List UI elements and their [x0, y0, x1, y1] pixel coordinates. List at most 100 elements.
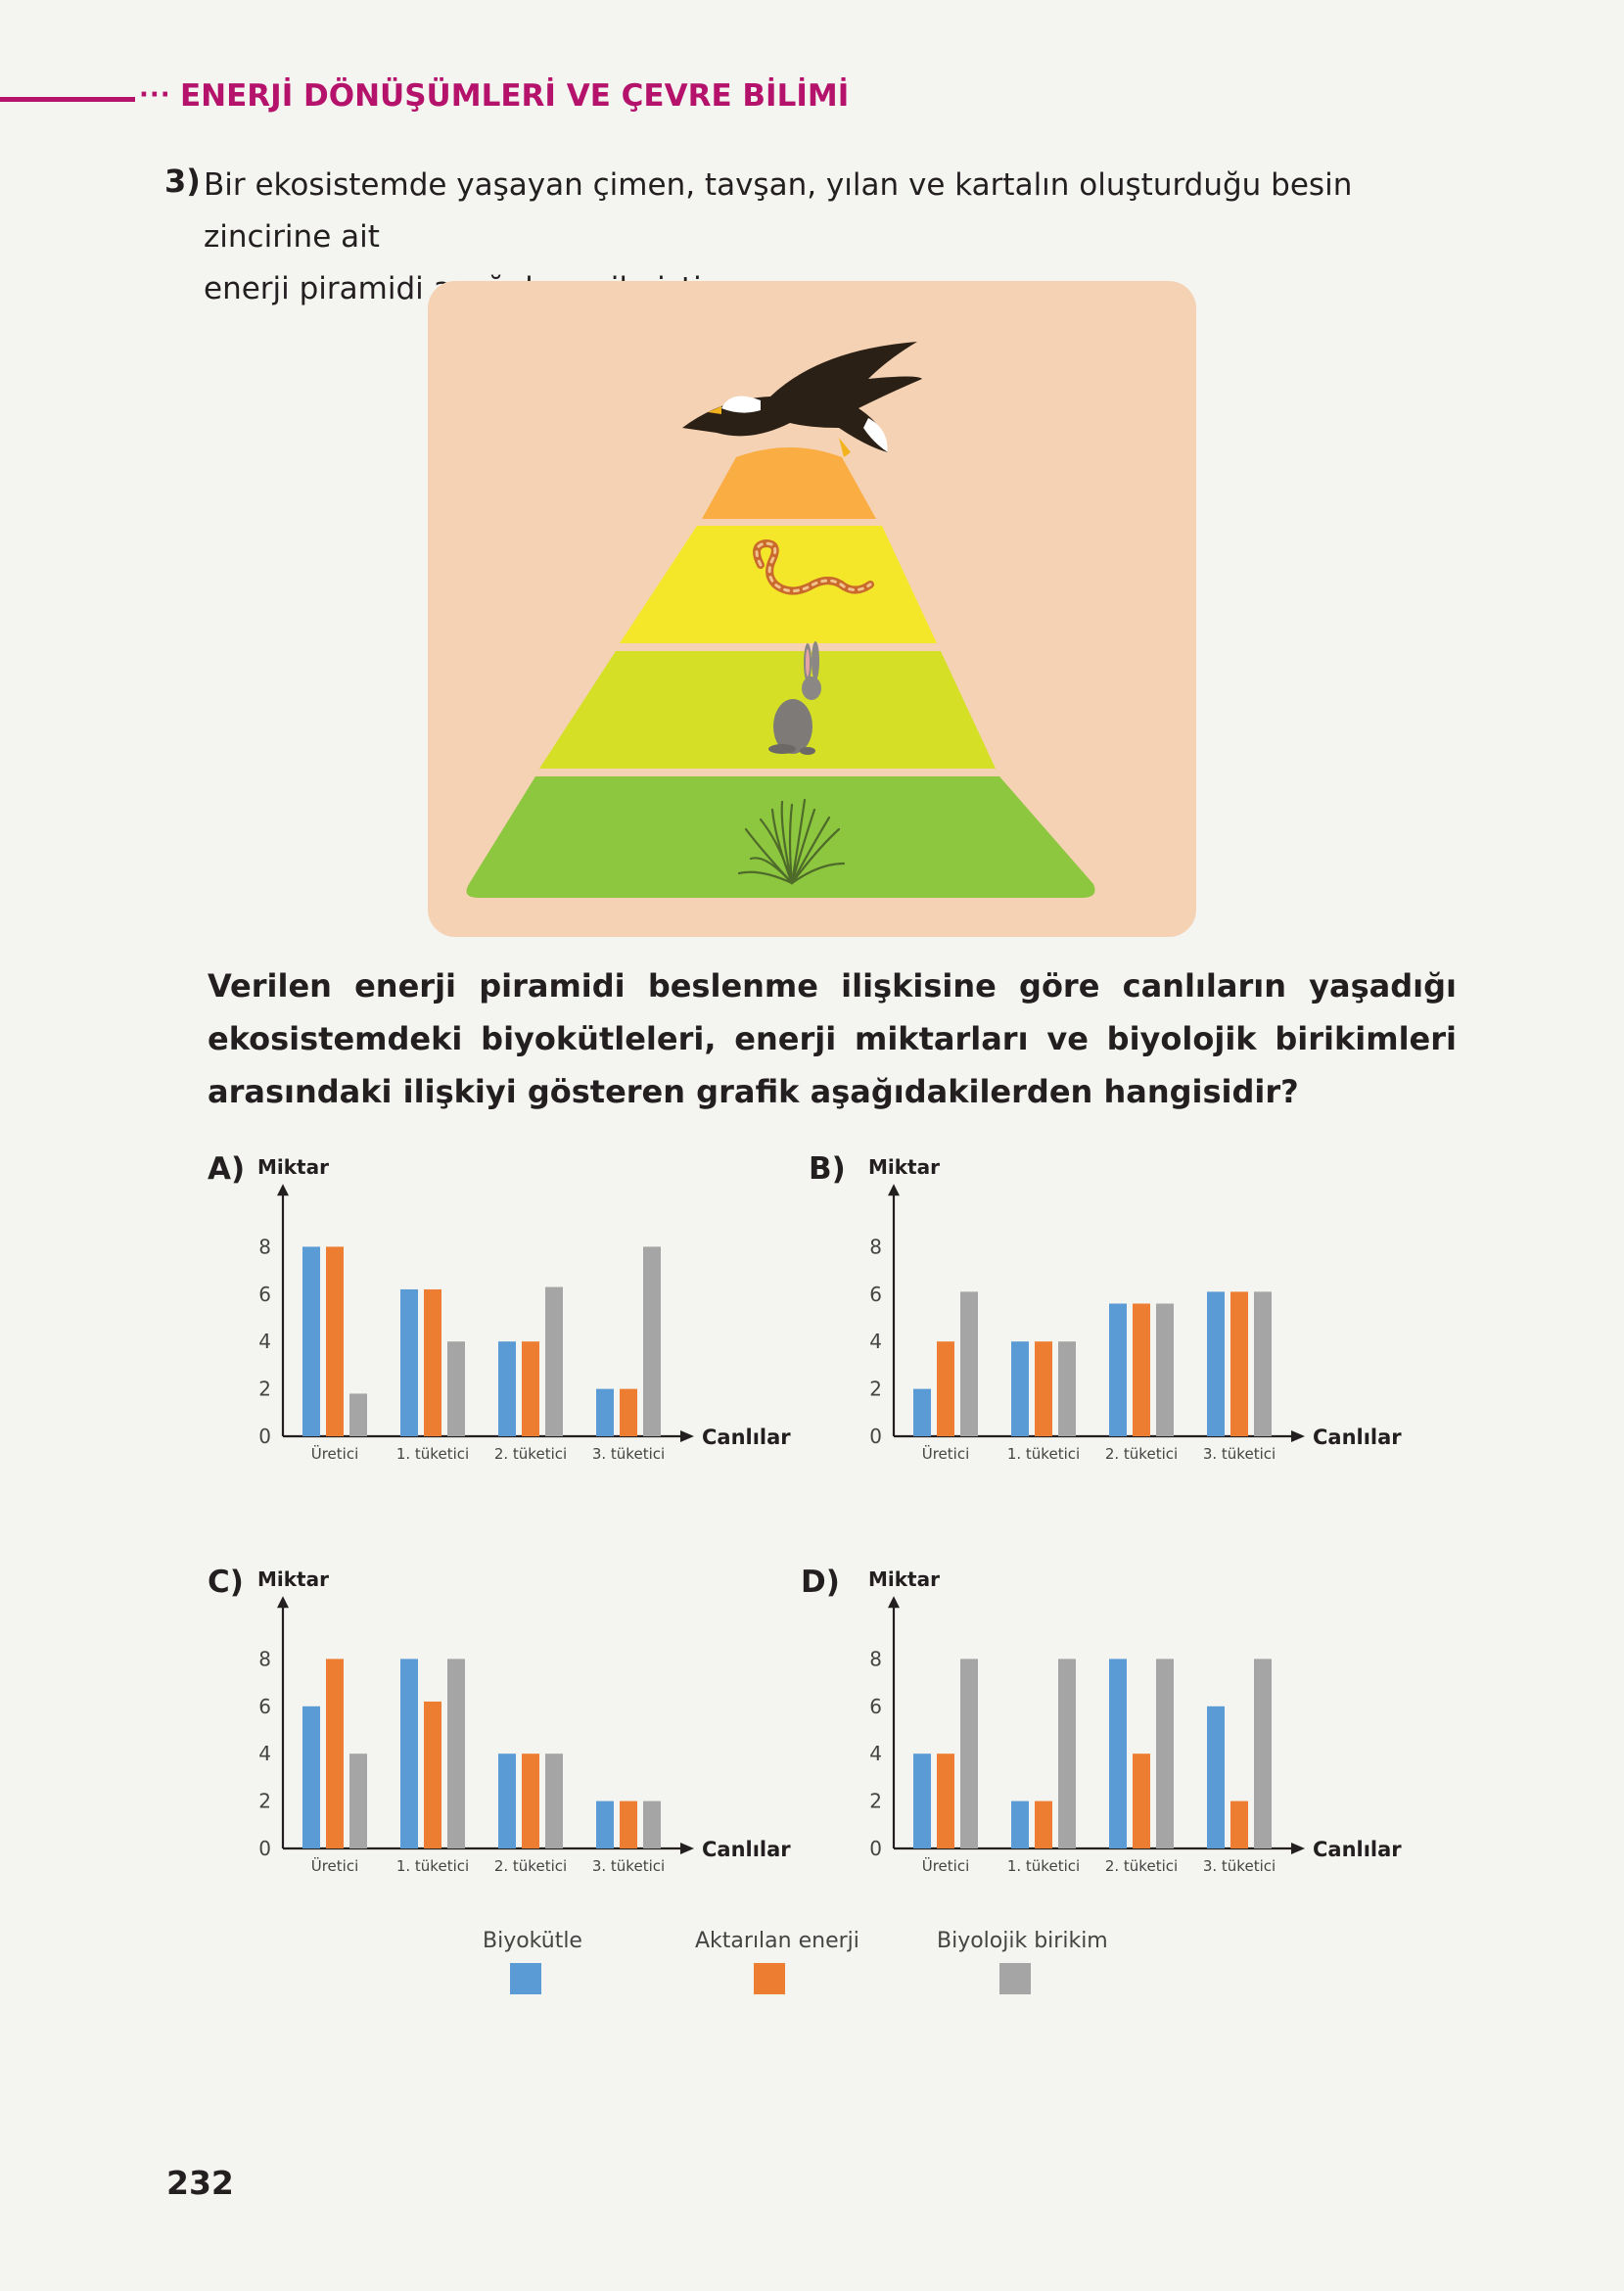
- chart-a-bar: [545, 1286, 563, 1436]
- chart-d-bar: [1254, 1659, 1272, 1848]
- chart-d-category-label: 3. tüketici: [1203, 1857, 1276, 1875]
- chart-d-bar: [1011, 1800, 1029, 1848]
- chart-c-ytick: 4: [258, 1742, 271, 1765]
- chart-d-ytick: 0: [869, 1837, 882, 1860]
- chart-c-category-label: 3. tüketici: [592, 1857, 665, 1875]
- pyramid-level-top: [702, 447, 876, 519]
- chart-a-category-label: 1. tüketici: [396, 1445, 469, 1463]
- chart-b-ytick: 6: [869, 1283, 882, 1306]
- chart-c-bar: [596, 1800, 614, 1848]
- legend-swatch-bioaccumulation: [999, 1963, 1031, 1994]
- chart-c-bar: [643, 1800, 661, 1848]
- question-prompt: Verilen enerji piramidi beslenme ilişkis…: [208, 967, 1457, 1110]
- chart-b-bar: [1035, 1341, 1052, 1436]
- energy-pyramid: [466, 342, 1095, 898]
- chart-b-bar: [960, 1291, 978, 1436]
- chart-b-bar: [1156, 1303, 1174, 1436]
- chart-d-category-label: 1. tüketici: [1007, 1857, 1080, 1875]
- chart-d-bar: [913, 1753, 931, 1848]
- chart-c-xlabel: Canlılar: [702, 1838, 791, 1861]
- chart-b-xlabel: Canlılar: [1313, 1426, 1402, 1449]
- chart-a-category-label: 3. tüketici: [592, 1445, 665, 1463]
- question-number: 3): [164, 163, 201, 200]
- pyramid-level-3: [539, 651, 996, 769]
- chart-b-bar: [937, 1341, 954, 1436]
- chart-c-y-arrow: [277, 1596, 289, 1609]
- header-rule: [0, 97, 135, 102]
- chart-c-x-arrow: [680, 1843, 694, 1854]
- chart-c-category-label: 2. tüketici: [494, 1857, 567, 1875]
- chart-a-bar: [400, 1288, 418, 1436]
- chart-a-bar: [424, 1288, 441, 1436]
- option-b-letter: B): [809, 1151, 846, 1187]
- legend-label-energy: Aktarılan enerji: [695, 1929, 859, 1953]
- chart-c-bar: [620, 1800, 637, 1848]
- chart-c-bar: [522, 1753, 539, 1848]
- chart-a-ytick: 2: [258, 1378, 271, 1401]
- question-intro-line1: Bir ekosistemde yaşayan çimen, tavşan, y…: [204, 167, 1353, 255]
- chart-a-bar: [302, 1246, 320, 1436]
- chart-a-bar: [349, 1393, 367, 1436]
- chart-d-bar: [1035, 1800, 1052, 1848]
- chart-b-y-arrow: [888, 1184, 900, 1196]
- chart-a-y-arrow: [277, 1184, 289, 1196]
- eagle-icon: [682, 342, 922, 457]
- chart-c-bar: [545, 1753, 563, 1848]
- chart-b-bar: [1133, 1303, 1150, 1436]
- chart-d-ytick: 6: [869, 1695, 882, 1718]
- legend-label-biomass: Biyokütle: [483, 1929, 582, 1953]
- chart-d-x-arrow: [1291, 1843, 1305, 1854]
- chart-a-bar: [643, 1246, 661, 1436]
- chart-d-ytick: 8: [869, 1647, 882, 1670]
- chart-d-xlabel: Canlılar: [1313, 1838, 1402, 1861]
- option-c-letter: C): [208, 1565, 244, 1600]
- chart-c-ylabel: Miktar: [257, 1567, 329, 1591]
- chart-d-bar: [1230, 1800, 1248, 1848]
- chart-c-ytick: 0: [258, 1837, 271, 1860]
- chart-d-y-arrow: [888, 1596, 900, 1609]
- chart-d-ytick: 4: [869, 1742, 882, 1765]
- chart-c-bar: [349, 1753, 367, 1848]
- chart-d-bar: [960, 1659, 978, 1848]
- chart-a-bar: [326, 1246, 344, 1436]
- chart-c-bar: [326, 1659, 344, 1848]
- chart-a-ytick: 6: [258, 1283, 271, 1306]
- chart-b-category-label: Üretici: [922, 1444, 970, 1463]
- chart-b-x-arrow: [1291, 1430, 1305, 1442]
- chart-a-ytick: 0: [258, 1425, 271, 1448]
- chart-d-bar: [1058, 1659, 1076, 1848]
- chart-c-ytick: 2: [258, 1790, 271, 1813]
- chart-b-category-label: 1. tüketici: [1007, 1445, 1080, 1463]
- chart-b-bar: [1254, 1291, 1272, 1436]
- chart-b-bar: [1230, 1291, 1248, 1436]
- chart-d-ytick: 2: [869, 1790, 882, 1813]
- chart-d-bar: [937, 1753, 954, 1848]
- snake-icon: [753, 538, 874, 595]
- pyramid-level-base: [466, 776, 1095, 898]
- header-dots: ···: [139, 80, 171, 110]
- chart-b-ytick: 8: [869, 1235, 882, 1258]
- chart-c-category-label: Üretici: [311, 1856, 359, 1875]
- legend-swatch-biomass: [510, 1963, 541, 1994]
- chart-d-category-label: 2. tüketici: [1105, 1857, 1178, 1875]
- chart-c-category-label: 1. tüketici: [396, 1857, 469, 1875]
- chart-d-ylabel: Miktar: [868, 1567, 940, 1591]
- chart-d-bar: [1207, 1706, 1225, 1848]
- chart-a-bar: [620, 1388, 637, 1436]
- chart-b-category-label: 2. tüketici: [1105, 1445, 1178, 1463]
- chart-c-ytick: 8: [258, 1647, 271, 1670]
- chart-a-ylabel: Miktar: [257, 1155, 329, 1179]
- chart-b-ytick: 2: [869, 1378, 882, 1401]
- chart-b-bar: [1109, 1303, 1127, 1436]
- chart-d-bar: [1156, 1659, 1174, 1848]
- chart-b-bar: [1207, 1291, 1225, 1436]
- option-a-letter: A): [208, 1151, 246, 1187]
- chart-c-bar: [447, 1659, 465, 1848]
- chart-a-ytick: 8: [258, 1235, 271, 1258]
- chart-a-xlabel: Canlılar: [702, 1426, 791, 1449]
- chart-b-ytick: 0: [869, 1425, 882, 1448]
- chart-c-bar: [498, 1753, 516, 1848]
- chart-c-ytick: 6: [258, 1695, 271, 1718]
- grass-icon: [737, 798, 846, 885]
